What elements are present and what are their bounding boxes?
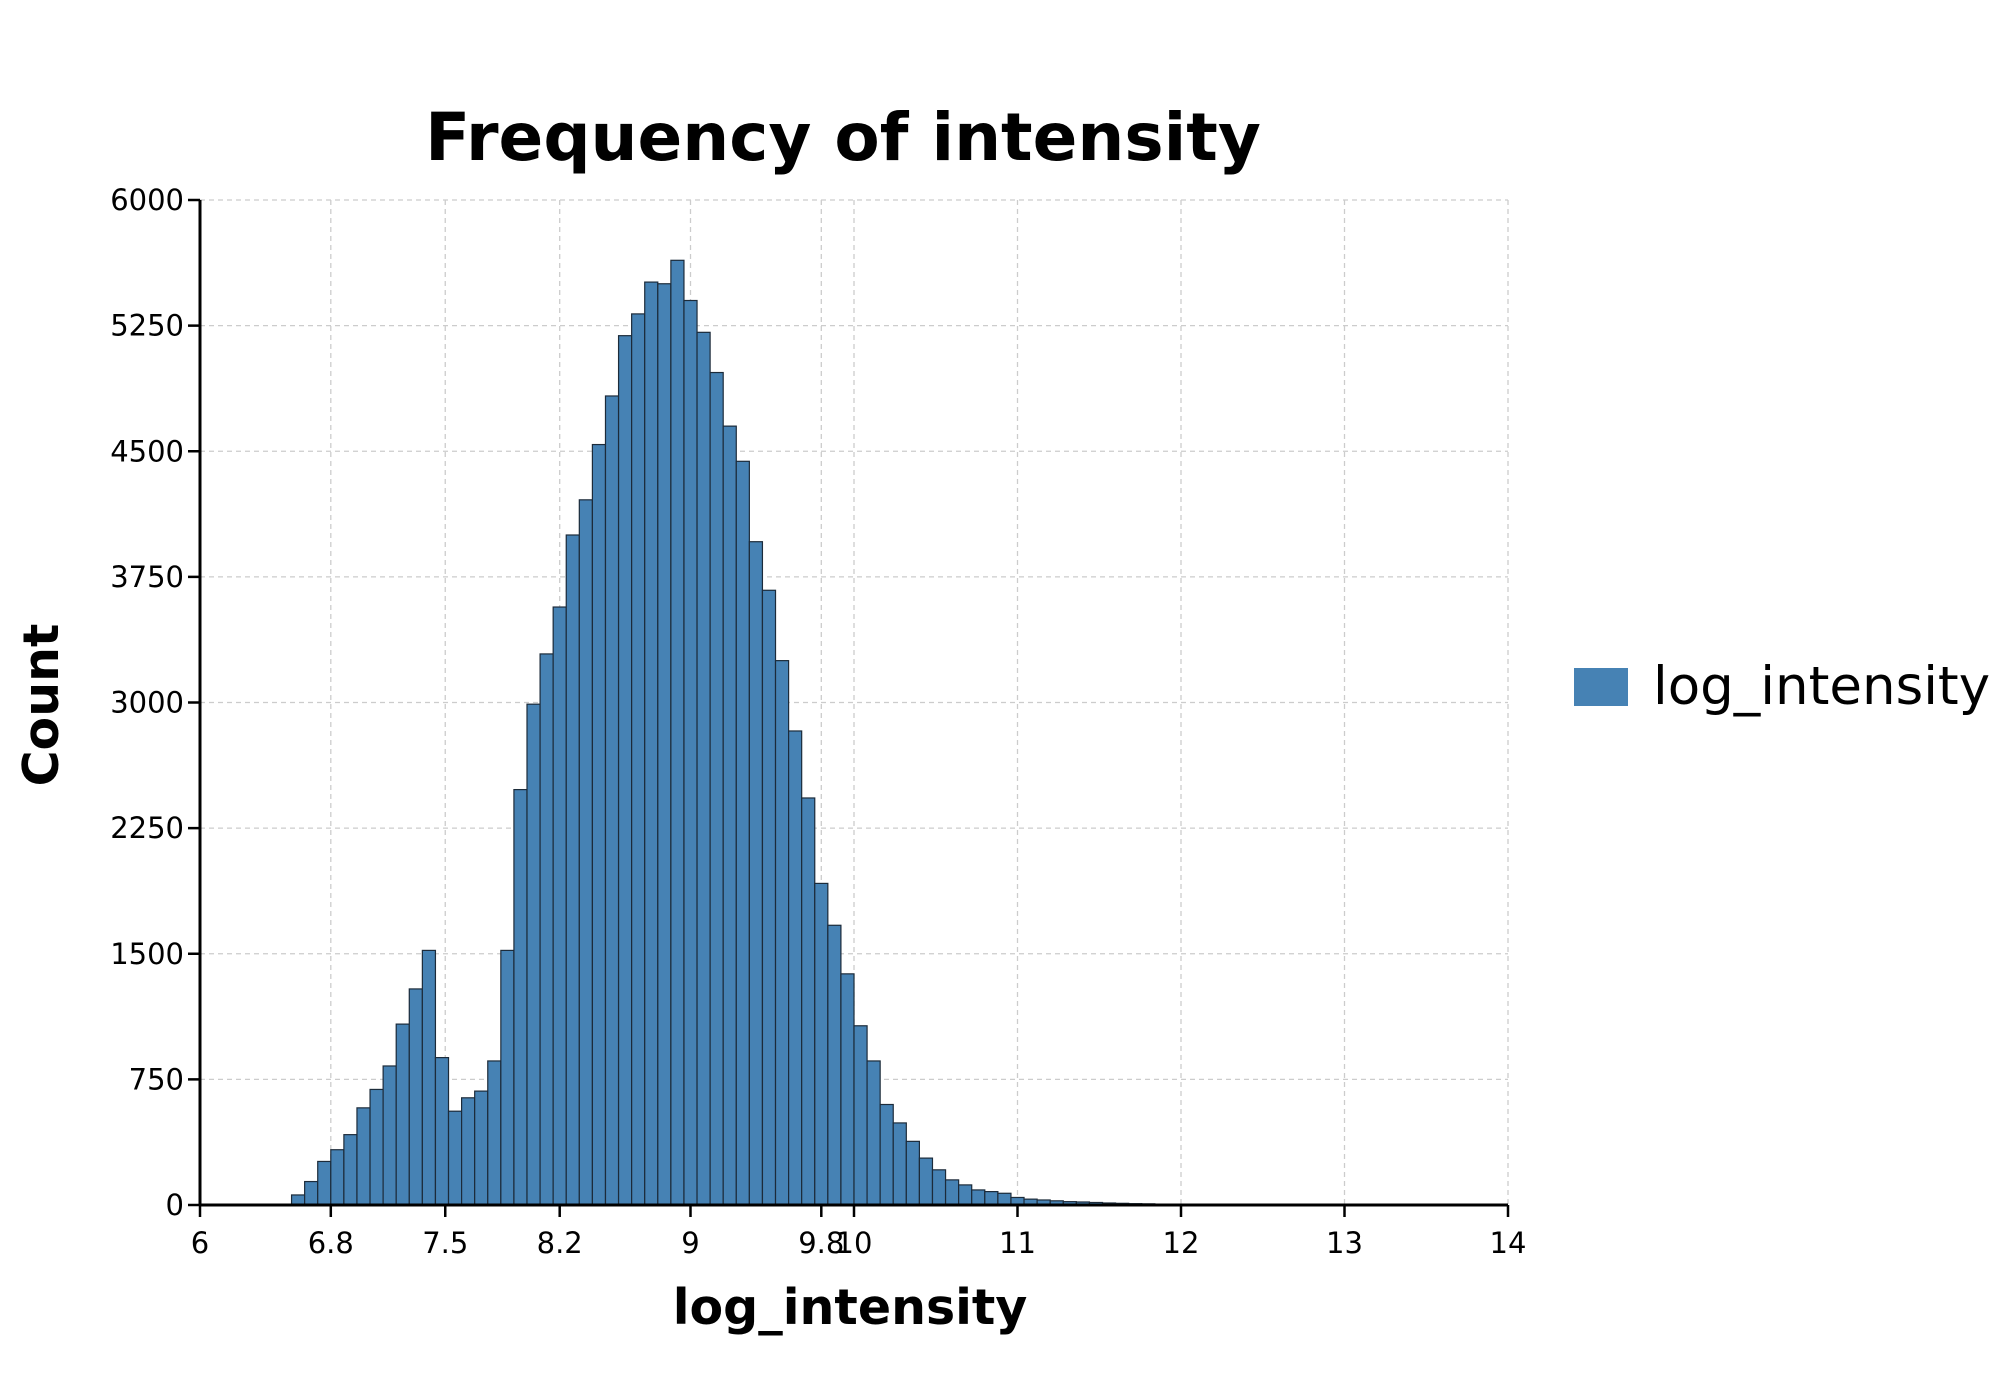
x-tick-label: 9 bbox=[681, 1226, 699, 1260]
histogram-bar bbox=[617, 335, 633, 1206]
histogram-bar bbox=[604, 395, 620, 1206]
histogram-bar bbox=[866, 1060, 881, 1206]
y-tick-label: 750 bbox=[129, 1062, 184, 1096]
histogram-bar bbox=[971, 1189, 986, 1206]
y-tick-label: 6000 bbox=[110, 183, 184, 217]
histogram-bar bbox=[879, 1103, 894, 1206]
histogram-bars bbox=[290, 259, 1261, 1206]
histogram-bar bbox=[683, 299, 698, 1206]
histogram-bar bbox=[487, 1060, 502, 1206]
histogram-bar bbox=[474, 1090, 489, 1206]
y-tick-label: 1500 bbox=[110, 937, 184, 971]
histogram-bar bbox=[761, 589, 777, 1206]
x-tick-label: 11 bbox=[999, 1226, 1036, 1260]
x-tick-label: 13 bbox=[1326, 1226, 1363, 1260]
histogram-bar bbox=[408, 988, 423, 1206]
histogram-bar bbox=[382, 1065, 397, 1206]
y-tick-label: 3750 bbox=[110, 560, 184, 594]
histogram-bar bbox=[644, 281, 659, 1206]
y-tick-label: 0 bbox=[166, 1188, 184, 1222]
histogram-bar bbox=[591, 443, 607, 1206]
axes bbox=[188, 198, 1510, 1217]
y-tick-label: 2250 bbox=[110, 811, 184, 845]
histogram-bar bbox=[657, 283, 672, 1206]
histogram-bar bbox=[434, 1056, 450, 1206]
histogram-bar bbox=[395, 1023, 410, 1206]
histogram-bar bbox=[552, 606, 567, 1206]
x-tick-label: 6 bbox=[191, 1226, 209, 1260]
x-tick-label: 8.2 bbox=[537, 1226, 583, 1260]
histogram-bar bbox=[290, 1194, 306, 1206]
histogram-bar bbox=[801, 797, 816, 1206]
chart-title: Frequency of intensity bbox=[425, 99, 1261, 176]
y-tick-label: 4500 bbox=[110, 434, 184, 468]
histogram-bar bbox=[905, 1140, 921, 1206]
histogram-bar bbox=[578, 499, 594, 1206]
y-tick-label: 5250 bbox=[110, 309, 184, 343]
histogram-bar bbox=[461, 1097, 476, 1206]
histogram-bar bbox=[369, 1088, 384, 1206]
histogram-bar bbox=[631, 313, 646, 1206]
histogram-bar bbox=[918, 1157, 934, 1206]
x-tick-label: 10 bbox=[836, 1226, 873, 1260]
histogram-bar bbox=[984, 1190, 999, 1206]
x-tick-label: 12 bbox=[1163, 1226, 1200, 1260]
histogram-bar bbox=[709, 371, 724, 1206]
histogram-bar bbox=[500, 949, 515, 1206]
histogram-bar bbox=[330, 1149, 345, 1206]
legend-label: log_intensity bbox=[1653, 656, 1990, 717]
x-tick-label: 6.8 bbox=[308, 1226, 354, 1260]
histogram-bar bbox=[343, 1134, 358, 1206]
histogram-bar bbox=[735, 460, 750, 1206]
y-tick-label: 3000 bbox=[110, 686, 184, 720]
tick-labels: 0 750 1500 2250 3000 3750 4500 5250 6000 6 6.8 7.5 8… bbox=[110, 183, 1526, 1260]
histogram-bar bbox=[356, 1107, 371, 1206]
x-tick-label: 7.5 bbox=[422, 1226, 468, 1260]
histogram-bar bbox=[539, 653, 554, 1206]
histogram-bar bbox=[421, 949, 437, 1206]
histogram-bar bbox=[526, 703, 541, 1206]
histogram-bar bbox=[722, 425, 737, 1206]
legend-swatch bbox=[1574, 668, 1628, 706]
histogram-bar bbox=[774, 660, 790, 1206]
legend: log_intensity bbox=[1574, 656, 1990, 717]
histogram-bar bbox=[827, 924, 842, 1206]
histogram-bar bbox=[565, 534, 580, 1206]
histogram-bar bbox=[958, 1184, 973, 1206]
x-axis-title: log_intensity bbox=[673, 1279, 1028, 1336]
histogram-bar bbox=[931, 1169, 947, 1206]
x-tick-label: 14 bbox=[1490, 1226, 1527, 1260]
x-tick-label: 9.8 bbox=[798, 1226, 844, 1260]
histogram-bar bbox=[696, 331, 711, 1206]
histogram-bar bbox=[997, 1192, 1012, 1206]
histogram-bar bbox=[447, 1110, 463, 1206]
histogram-bar bbox=[840, 973, 855, 1206]
histogram-bar bbox=[317, 1160, 332, 1206]
histogram-bar bbox=[513, 788, 528, 1206]
histogram-bar bbox=[944, 1179, 960, 1206]
histogram-bar bbox=[853, 1025, 868, 1206]
histogram-bar bbox=[787, 730, 803, 1206]
histogram-bar bbox=[892, 1122, 907, 1206]
histogram-bar bbox=[814, 882, 829, 1206]
histogram-bar bbox=[748, 541, 764, 1206]
y-axis-title: Count bbox=[13, 624, 70, 787]
histogram-bar bbox=[670, 259, 685, 1206]
histogram-bar bbox=[304, 1180, 319, 1206]
